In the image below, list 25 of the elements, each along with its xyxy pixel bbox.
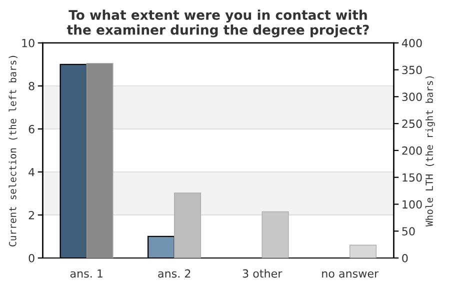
x-tick-label: ans. 2: [158, 269, 190, 278]
y2-tick-label: 50: [402, 227, 415, 236]
bar: [350, 244, 377, 258]
y2-tick-label: 250: [402, 120, 422, 128]
y2-tick-label: 400: [402, 38, 422, 48]
y-tick-label: 8: [28, 82, 34, 90]
x-tick-label: 3 other: [242, 269, 282, 278]
y-tick-label: 2: [28, 210, 34, 220]
x-tick-label: ans. 1: [70, 269, 102, 278]
bar: [174, 192, 202, 258]
y-tick-label: 0: [28, 254, 34, 262]
y2-tick-label: 200: [402, 146, 422, 155]
y2-tick-label: 100: [402, 200, 422, 209]
y2-tick-label: 350: [402, 66, 422, 74]
y2-tick-label: 300: [402, 92, 422, 102]
y-tick-label: 6: [28, 124, 34, 134]
y-axis-title: Current selection (the left bars): [8, 56, 18, 246]
y-tick-label: 4: [28, 168, 34, 176]
y2-tick-label: 150: [402, 173, 422, 182]
y2-axis-title: Whole LTH (the right bars): [425, 76, 435, 227]
y2-tick-label: 0: [402, 254, 408, 262]
bar: [262, 211, 289, 258]
x-tick-label: no answer: [322, 271, 379, 278]
chart-title: To what extent were you in contact with the examiner during the degree project?: [66, 10, 369, 38]
y-tick-label: 10: [22, 38, 34, 48]
